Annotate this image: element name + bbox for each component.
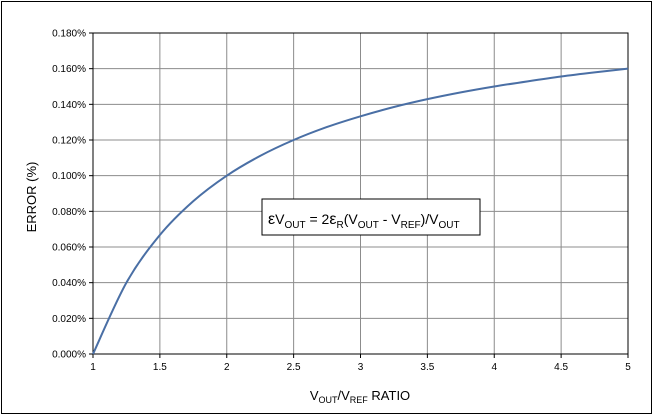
x-tick-label: 3.5 — [420, 362, 434, 373]
error-curve — [92, 67, 629, 355]
y-tick-label: 0.060% — [52, 243, 86, 254]
y-tick-label: 0.180% — [52, 29, 86, 40]
y-tick-label: 0.080% — [52, 207, 86, 218]
y-tick-label: 0.100% — [52, 171, 86, 182]
y-tick-label: 0.160% — [52, 64, 86, 75]
x-tick-label: 4.5 — [554, 362, 568, 373]
x-tick-label: 5 — [625, 362, 631, 373]
y-axis-title: ERROR (%) — [24, 162, 39, 233]
formula-annotation: εVOUT = 2εR(VOUT - VREF)/VOUT — [261, 198, 481, 236]
y-tick-label: 0.000% — [52, 350, 86, 361]
x-axis-title: VOUT/VREF RATIO — [310, 388, 410, 405]
x-tick-label: 2.5 — [287, 362, 301, 373]
formula-box — [261, 198, 481, 236]
grid — [92, 32, 629, 355]
series — [92, 67, 629, 355]
x-tick-label: 1.5 — [153, 362, 167, 373]
y-axis-ticks: 0.000% 0.020% 0.040% 0.060% 0.080% 0.100% 0.12… — [52, 29, 93, 361]
x-tick-label: 2 — [224, 362, 230, 373]
formula-text: εVOUT = 2εR(VOUT - VREF)/VOUT — [268, 211, 460, 231]
y-tick-label: 0.140% — [52, 100, 86, 111]
x-tick-label: 3 — [358, 362, 364, 373]
x-axis-ticks: 1 1.5 2 2.5 3 3.5 4 4.5 5 — [90, 354, 631, 373]
x-tick-label: 1 — [90, 362, 96, 373]
y-tick-label: 0.120% — [52, 136, 86, 147]
x-tick-label: 4 — [491, 362, 497, 373]
y-tick-label: 0.040% — [52, 278, 86, 289]
y-tick-label: 0.020% — [52, 314, 86, 325]
